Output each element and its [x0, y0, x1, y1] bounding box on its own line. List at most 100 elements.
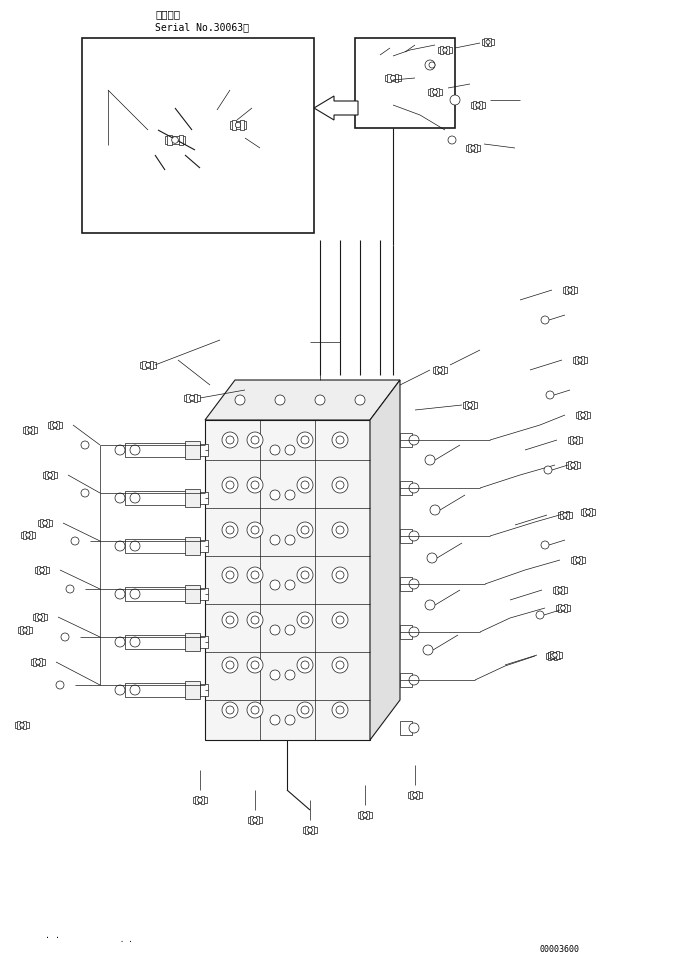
Text: Serial No.30063～: Serial No.30063～ [155, 22, 249, 32]
Bar [125, 443, 200, 457]
Circle shape [251, 481, 259, 489]
Bar [141, 362, 155, 369]
Circle shape [247, 612, 263, 628]
Bar [185, 537, 200, 555]
Bar [583, 508, 586, 516]
Circle shape [115, 637, 125, 647]
Bar [125, 683, 200, 697]
Bar [400, 433, 412, 447]
Circle shape [536, 611, 544, 619]
Polygon shape [370, 380, 400, 740]
Bar [194, 394, 197, 402]
Bar [24, 427, 37, 433]
Circle shape [476, 103, 481, 108]
Circle shape [541, 541, 549, 549]
Bar [565, 286, 568, 294]
Bar [566, 511, 569, 519]
Bar [388, 74, 391, 83]
Circle shape [336, 571, 344, 579]
Circle shape [297, 612, 313, 628]
Circle shape [285, 625, 295, 635]
Bar [17, 721, 20, 729]
Circle shape [409, 483, 419, 493]
Bar [248, 817, 262, 823]
Bar [200, 684, 208, 696]
Circle shape [409, 723, 419, 733]
Bar [192, 797, 207, 804]
Bar [232, 120, 236, 130]
Circle shape [247, 567, 263, 583]
Circle shape [297, 432, 313, 448]
Bar [184, 395, 200, 401]
Bar [430, 87, 433, 96]
Circle shape [297, 477, 313, 493]
Circle shape [332, 567, 348, 583]
Bar [37, 565, 40, 574]
Bar [558, 512, 572, 518]
Circle shape [172, 136, 178, 143]
Bar [440, 46, 444, 54]
Circle shape [270, 625, 280, 635]
Bar [465, 401, 468, 409]
Bar [165, 135, 185, 144]
Bar [194, 796, 198, 804]
Bar [560, 511, 563, 519]
Bar [546, 653, 560, 660]
Bar [479, 101, 482, 109]
Circle shape [332, 612, 348, 628]
Circle shape [581, 413, 586, 418]
Bar [551, 651, 553, 659]
Bar [230, 121, 246, 129]
Bar [240, 120, 244, 130]
Bar [575, 356, 578, 364]
Bar [167, 134, 172, 145]
Circle shape [355, 395, 365, 405]
Circle shape [270, 715, 280, 725]
Circle shape [130, 589, 140, 599]
Circle shape [332, 432, 348, 448]
Circle shape [270, 445, 280, 455]
Circle shape [71, 537, 79, 545]
Circle shape [541, 316, 549, 324]
Bar [22, 532, 35, 538]
Bar [50, 420, 53, 429]
Circle shape [409, 627, 419, 637]
Bar [555, 586, 558, 594]
Bar [33, 613, 47, 620]
Text: . .: . . [120, 937, 133, 943]
Bar [553, 587, 567, 593]
Polygon shape [205, 420, 370, 740]
Circle shape [450, 95, 460, 105]
Circle shape [251, 436, 259, 444]
Bar [556, 605, 570, 612]
Circle shape [48, 472, 52, 477]
Circle shape [275, 395, 285, 405]
Bar [185, 441, 200, 459]
Circle shape [222, 657, 238, 673]
Bar [250, 816, 253, 825]
Bar [125, 539, 200, 553]
Bar [581, 509, 595, 516]
Circle shape [586, 510, 590, 515]
Circle shape [247, 657, 263, 673]
Circle shape [222, 432, 238, 448]
Bar [185, 633, 200, 651]
Circle shape [553, 653, 557, 658]
Circle shape [285, 715, 295, 725]
Circle shape [130, 637, 140, 647]
Bar [201, 796, 205, 804]
Circle shape [247, 702, 263, 718]
Circle shape [247, 522, 263, 538]
Circle shape [301, 481, 309, 489]
Bar [185, 681, 200, 699]
Circle shape [332, 522, 348, 538]
Circle shape [235, 395, 245, 405]
Circle shape [222, 567, 238, 583]
Circle shape [270, 490, 280, 500]
Circle shape [130, 541, 140, 551]
Bar [482, 39, 494, 45]
Bar [400, 673, 412, 687]
Circle shape [198, 798, 203, 803]
Bar [558, 604, 561, 612]
Bar [45, 470, 48, 479]
